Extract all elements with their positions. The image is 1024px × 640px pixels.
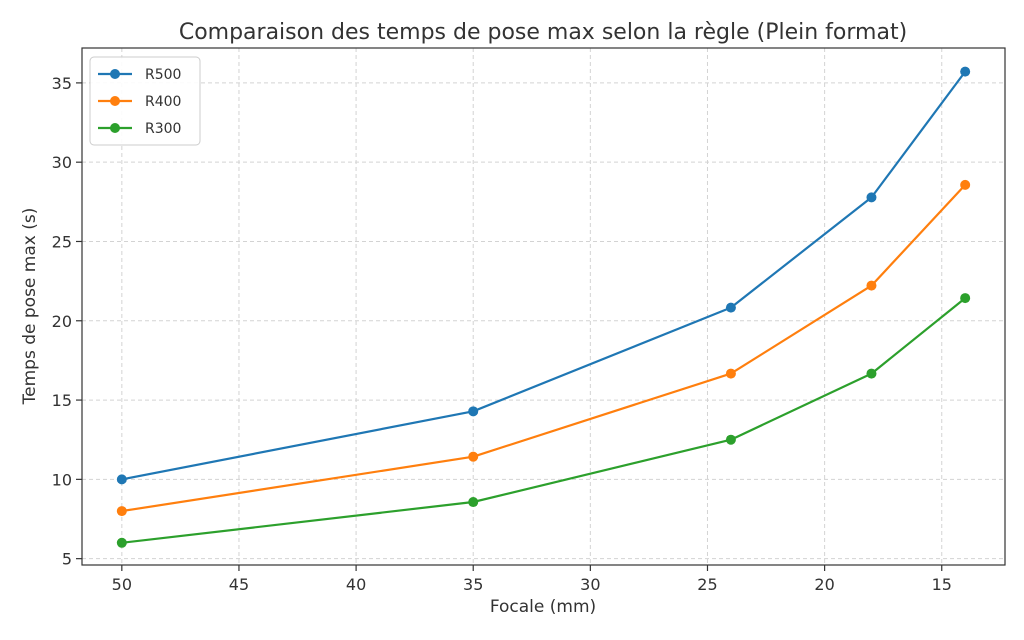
data-point-r300: [116, 537, 127, 548]
legend-marker-r400: [110, 96, 120, 106]
data-point-r500: [116, 474, 127, 485]
y-tick-label: 5: [62, 550, 72, 569]
y-tick-label: 10: [52, 470, 72, 489]
y-tick-label: 20: [52, 312, 72, 331]
x-axis-label: Focale (mm): [490, 597, 596, 617]
data-point-r400: [960, 179, 971, 190]
x-tick-label: 40: [346, 575, 366, 594]
y-tick-label: 25: [52, 232, 72, 251]
y-tick-label: 15: [52, 391, 72, 410]
y-tick-label: 35: [52, 74, 72, 93]
legend-box: [89, 56, 201, 146]
y-tick-label: 30: [52, 153, 72, 172]
x-tick-label: 35: [463, 575, 483, 594]
x-tick-label: 20: [814, 575, 834, 594]
data-point-r300: [725, 434, 736, 445]
series-group: [116, 66, 971, 548]
data-point-r300: [960, 293, 971, 304]
data-point-r300: [468, 497, 479, 508]
legend-label-r500: R500: [145, 67, 181, 83]
data-point-r400: [866, 280, 877, 291]
y-axis-label: Temps de pose max (s): [20, 208, 40, 406]
legend-label-r300: R300: [145, 121, 181, 137]
data-point-r400: [725, 368, 736, 379]
data-point-r300: [866, 368, 877, 379]
x-tick-label: 30: [580, 575, 600, 594]
x-tick-label: 15: [932, 575, 952, 594]
legend: R500 R400 R300: [89, 56, 201, 146]
axis-ticks: 50 45 40 35 30 25 20 15 5 10 15 20 25 30 35: [52, 74, 952, 594]
data-point-r500: [960, 66, 971, 77]
series-line-r500: [121, 70, 967, 481]
data-point-r500: [866, 192, 877, 203]
grid: [82, 48, 1005, 565]
legend-label-r400: R400: [145, 94, 181, 110]
chart-title: Comparaison des temps de pose max selon …: [179, 20, 907, 45]
plot-frame: [81, 47, 1006, 566]
legend-marker-r500: [110, 69, 120, 79]
x-tick-label: 25: [697, 575, 717, 594]
data-point-r400: [468, 451, 479, 462]
x-tick-label: 45: [229, 575, 249, 594]
data-point-r500: [468, 406, 479, 417]
data-point-r400: [116, 506, 127, 517]
series-line-r300: [121, 297, 966, 544]
series-line-r400: [121, 184, 967, 513]
x-tick-label: 50: [112, 575, 132, 594]
legend-marker-r300: [110, 123, 120, 133]
data-point-r500: [725, 302, 736, 313]
